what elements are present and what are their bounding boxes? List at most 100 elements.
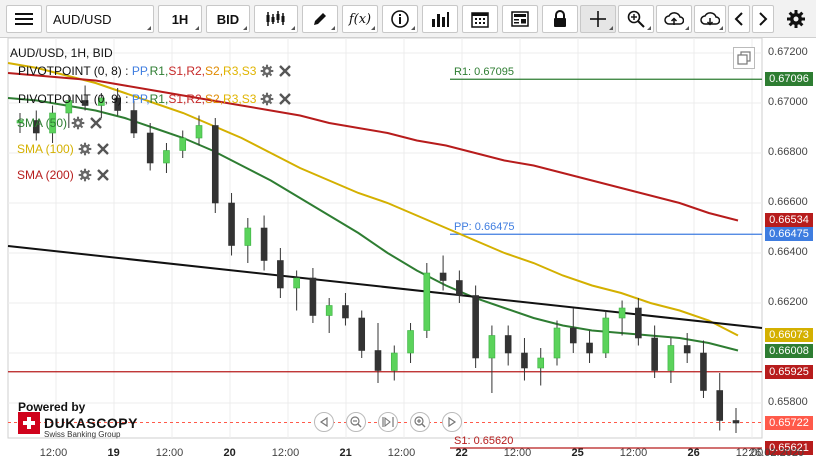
bar-chart-icon: [432, 12, 449, 27]
fx-label: f(x): [348, 11, 372, 27]
candle-body: [700, 352, 707, 391]
time-axis-day-label: 19: [107, 447, 120, 459]
settings-button[interactable]: [780, 5, 812, 33]
volume-button[interactable]: [422, 5, 458, 33]
dropdown-corner-icon: [243, 26, 247, 30]
candle-body: [342, 305, 349, 319]
close-icon[interactable]: [96, 142, 110, 156]
fit-icon: [382, 416, 394, 428]
gear-icon[interactable]: [71, 116, 85, 130]
gear-icon[interactable]: [260, 92, 274, 106]
indicator-name: SMA (200): [17, 168, 74, 182]
drawing-tools-button[interactable]: [302, 5, 338, 33]
expand-button[interactable]: [733, 47, 755, 69]
candle-body: [358, 317, 366, 351]
chart-area[interactable]: AUD/USD, 1H, BID PIVOTPOINT (0, 8) : PP,…: [0, 38, 816, 464]
indicator-name: SMA (100): [17, 142, 74, 156]
indicators-button[interactable]: f(x): [342, 5, 378, 33]
candle-body: [228, 202, 235, 246]
zoom-in-button[interactable]: [410, 412, 430, 432]
dropdown-corner-icon: [331, 26, 335, 30]
chevron-right-icon: [759, 12, 768, 26]
info-icon: [391, 10, 409, 28]
dropdown-corner-icon: [411, 26, 415, 30]
close-icon[interactable]: [96, 168, 110, 182]
candle-body: [439, 272, 447, 281]
time-axis-day-label: 21: [339, 447, 352, 459]
candle-body: [309, 277, 317, 316]
time-axis-day-label: 20: [223, 447, 236, 459]
powered-by-label: Powered by: [18, 400, 86, 414]
window-restore-icon: [737, 51, 751, 65]
pivot-part-label: S3: [241, 64, 257, 78]
scroll-back-button[interactable]: [728, 5, 750, 33]
candle-body: [602, 317, 610, 354]
instrument-selector[interactable]: AUD/USD: [46, 5, 154, 33]
pivot-part-label: S1,: [168, 92, 187, 106]
pivot-part-label: PP,: [131, 92, 150, 106]
chart-title: AUD/USD, 1H, BID: [10, 46, 113, 60]
indicator-legend-row: SMA (50): [17, 116, 103, 130]
candle-body: [325, 305, 333, 316]
candle-body: [456, 280, 463, 296]
menu-button[interactable]: [6, 5, 42, 33]
lock-icon: [554, 10, 566, 27]
dropdown-corner-icon: [371, 26, 375, 30]
close-icon[interactable]: [278, 64, 292, 78]
nav-forward-button[interactable]: [442, 412, 462, 432]
close-icon[interactable]: [89, 116, 103, 130]
price-tag: 0.65722: [765, 415, 813, 430]
candle-body: [390, 352, 398, 371]
instrument-symbol: AUD/USD: [53, 11, 112, 27]
zoom-out-button[interactable]: [346, 412, 366, 432]
time-axis-label: 26.02.2020: [749, 447, 805, 459]
candle-body: [716, 390, 724, 421]
candlestick-icon: [266, 11, 285, 26]
time-axis-day-label: 25: [571, 447, 584, 459]
lock-button[interactable]: [542, 5, 578, 33]
brand-name: DUKASCOPY: [44, 415, 138, 431]
crosshair-button[interactable]: [580, 5, 616, 33]
indicator-name: PIVOTPOINT (0, 9): [18, 92, 122, 106]
candle-body: [179, 137, 187, 151]
hamburger-icon: [15, 13, 33, 25]
candle-body: [618, 307, 626, 319]
interval-selector[interactable]: 1H: [158, 5, 202, 33]
gear-icon[interactable]: [78, 142, 92, 156]
upload-button[interactable]: [656, 5, 692, 33]
candle-body: [569, 327, 577, 344]
crosshair-icon: [590, 11, 606, 27]
price-tag: 0.65621: [765, 440, 813, 455]
nav-back-button[interactable]: [314, 412, 334, 432]
candle-body: [211, 125, 219, 204]
candle-body: [114, 97, 121, 111]
price-chart[interactable]: [0, 38, 816, 464]
offer-side-selector[interactable]: BID: [206, 5, 250, 33]
download-button[interactable]: [694, 5, 726, 33]
candle-body: [260, 227, 268, 261]
indicator-name: PIVOTPOINT (0, 8): [18, 64, 122, 78]
cloud-upload-icon: [664, 12, 684, 25]
pivot-part-label: R1,: [149, 92, 169, 106]
news-button[interactable]: [502, 5, 538, 33]
candle-body: [16, 120, 24, 124]
candle-body: [504, 335, 512, 354]
triangle-right-icon: [448, 417, 457, 427]
close-icon[interactable]: [278, 92, 292, 106]
zoom-button[interactable]: [618, 5, 654, 33]
candle-body: [537, 357, 545, 369]
gear-icon[interactable]: [260, 64, 274, 78]
candle-body: [146, 132, 154, 164]
indicator-legend-row: SMA (100): [17, 142, 110, 156]
calendar-button[interactable]: [462, 5, 498, 33]
chart-toolbar: AUD/USD 1H BID f(x): [0, 0, 816, 38]
scroll-forward-button[interactable]: [752, 5, 774, 33]
gear-icon[interactable]: [78, 168, 92, 182]
chart-type-button[interactable]: [254, 5, 298, 33]
info-button[interactable]: [382, 5, 418, 33]
fit-button[interactable]: [378, 412, 398, 432]
time-axis-label: 12:00: [387, 447, 416, 459]
dropdown-corner-icon: [719, 26, 723, 30]
pencil-icon: [314, 13, 326, 25]
price-axis-label: 0.66200: [768, 296, 808, 308]
